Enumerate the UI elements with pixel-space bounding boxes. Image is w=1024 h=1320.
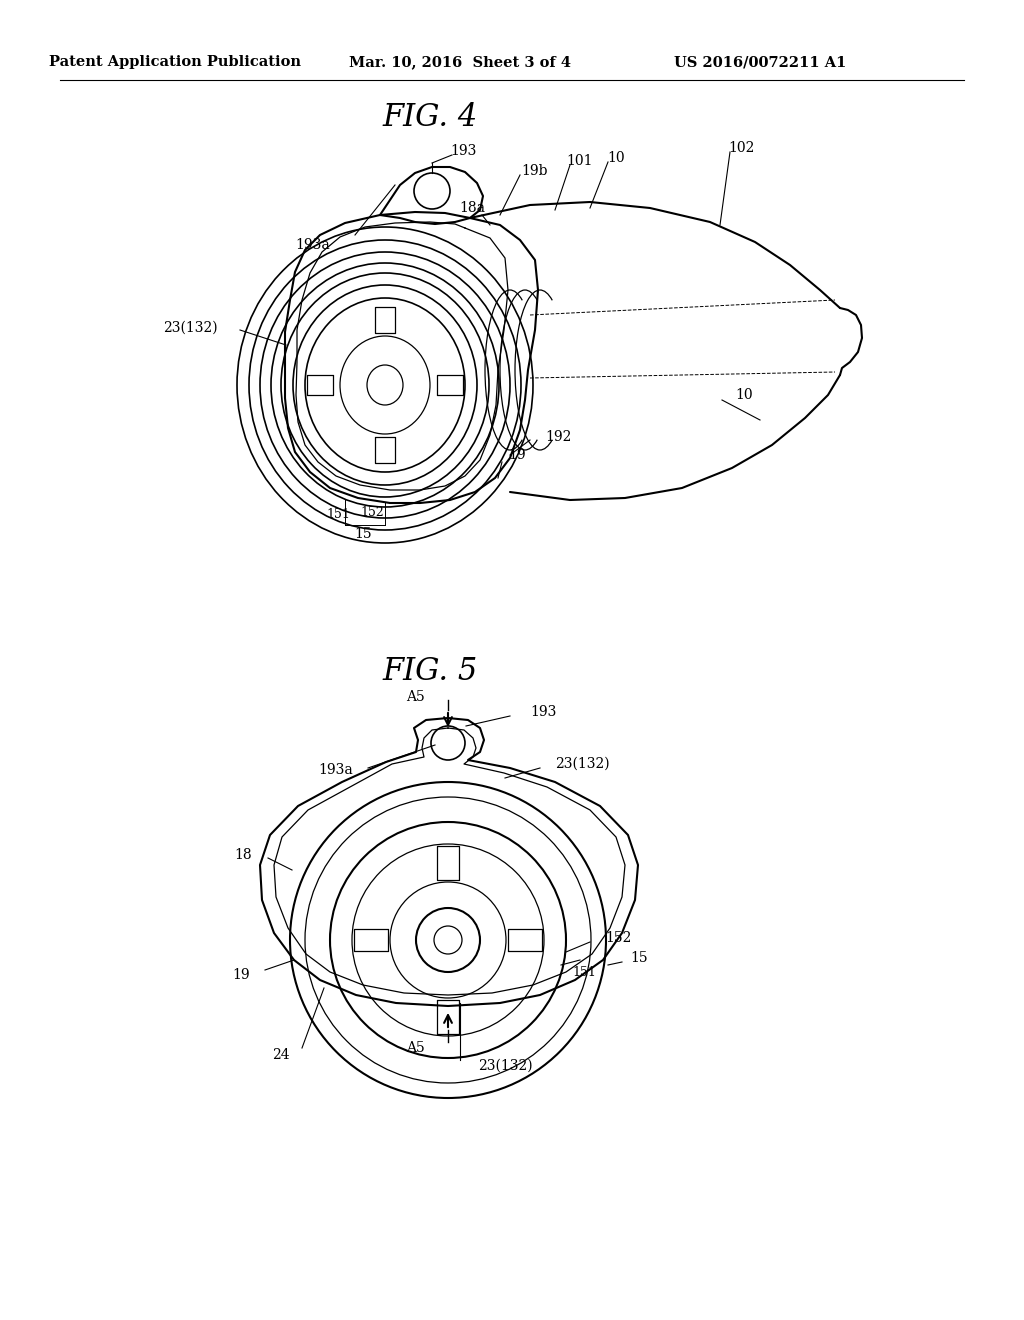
Ellipse shape [431, 726, 465, 760]
Text: 10: 10 [607, 150, 625, 165]
Text: 23(132): 23(132) [555, 756, 609, 771]
Text: 151: 151 [572, 966, 596, 979]
Ellipse shape [414, 173, 450, 209]
Text: 192: 192 [545, 430, 571, 444]
Text: 193: 193 [530, 705, 556, 719]
Text: 18: 18 [234, 847, 252, 862]
Text: 19: 19 [508, 447, 525, 462]
Text: 193a: 193a [318, 763, 353, 777]
Ellipse shape [330, 822, 566, 1059]
Text: 152: 152 [360, 506, 384, 519]
Ellipse shape [434, 927, 462, 954]
Text: 23(132): 23(132) [478, 1059, 532, 1073]
Text: 18a: 18a [459, 201, 485, 215]
Text: 151: 151 [326, 507, 350, 520]
Text: Mar. 10, 2016  Sheet 3 of 4: Mar. 10, 2016 Sheet 3 of 4 [349, 55, 571, 69]
Text: 152: 152 [605, 931, 632, 945]
Ellipse shape [305, 797, 591, 1082]
Text: 193a: 193a [295, 238, 330, 252]
Ellipse shape [293, 285, 477, 484]
Text: 10: 10 [735, 388, 753, 403]
Text: FIG. 4: FIG. 4 [382, 103, 477, 133]
Ellipse shape [390, 882, 506, 998]
Text: 193: 193 [450, 144, 476, 158]
Text: Patent Application Publication: Patent Application Publication [49, 55, 301, 69]
Text: 24: 24 [272, 1048, 290, 1063]
Ellipse shape [416, 908, 480, 972]
Text: A5: A5 [406, 1041, 424, 1055]
Ellipse shape [290, 781, 606, 1098]
Text: 15: 15 [630, 950, 647, 965]
Text: 19: 19 [232, 968, 250, 982]
Ellipse shape [367, 366, 403, 405]
Text: FIG. 5: FIG. 5 [382, 656, 477, 688]
Text: A5: A5 [406, 690, 424, 704]
Ellipse shape [305, 298, 465, 473]
Ellipse shape [340, 337, 430, 434]
Text: 19b: 19b [522, 164, 548, 178]
Text: 102: 102 [729, 141, 755, 154]
Text: US 2016/0072211 A1: US 2016/0072211 A1 [674, 55, 846, 69]
Ellipse shape [352, 843, 544, 1036]
Text: 101: 101 [566, 154, 593, 168]
Text: 15: 15 [354, 527, 372, 541]
Text: 23(132): 23(132) [164, 321, 218, 335]
